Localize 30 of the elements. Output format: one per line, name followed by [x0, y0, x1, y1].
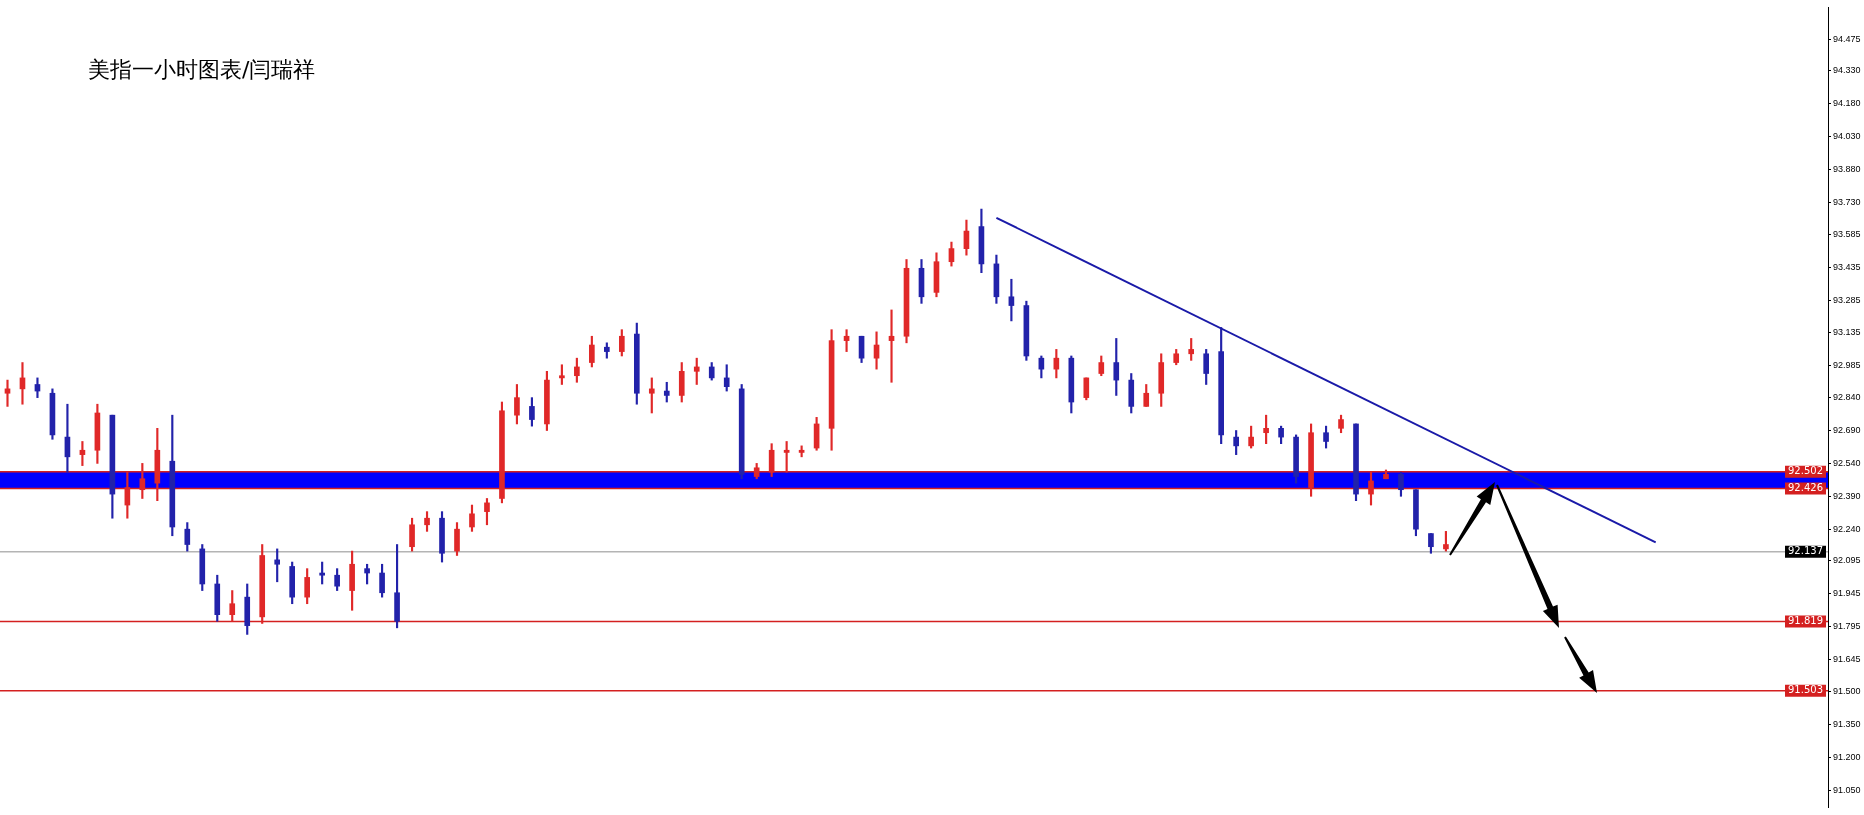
- y-tick-label: 93.135: [1833, 327, 1861, 338]
- y-tick-label: 93.285: [1833, 294, 1861, 305]
- y-tick-label: 92.390: [1833, 490, 1861, 501]
- y-tick-label: 93.880: [1833, 164, 1861, 175]
- y-tick-label: 92.095: [1833, 555, 1861, 566]
- y-tick-label: 91.050: [1833, 784, 1861, 795]
- y-tick-label: 91.500: [1833, 685, 1861, 696]
- y-tick-label: 92.985: [1833, 360, 1861, 371]
- y-tick-label: 94.180: [1833, 98, 1861, 109]
- y-tick-label: 91.350: [1833, 718, 1861, 729]
- y-tick-label: 91.795: [1833, 621, 1861, 632]
- y-tick-label: 91.200: [1833, 751, 1861, 762]
- ref-line-label: 91.503: [1788, 684, 1823, 696]
- text: 美指一小时图表/闫瑞祥: [88, 56, 316, 84]
- y-tick-label: 94.330: [1833, 65, 1861, 76]
- y-tick-label: 92.840: [1833, 392, 1861, 403]
- y-tick-label: 93.585: [1833, 228, 1861, 239]
- ref-line-label: 92.426: [1788, 481, 1823, 493]
- y-tick-label: 91.645: [1833, 654, 1861, 665]
- y-tick-label: 92.690: [1833, 425, 1861, 435]
- y-tick-label: 91.945: [1833, 588, 1861, 599]
- y-tick-label: 92.240: [1833, 523, 1861, 534]
- y-tick-label: 93.435: [1833, 261, 1861, 272]
- ref-line-label: 91.819: [1788, 615, 1823, 627]
- y-tick-label: 94.030: [1833, 131, 1861, 142]
- ref-line-label: 92.137: [1788, 545, 1823, 557]
- y-tick-label: 94.475: [1833, 33, 1861, 44]
- ref-line-label: 92.502: [1788, 465, 1823, 477]
- y-tick-label: 92.540: [1833, 457, 1861, 468]
- y-tick-label: 93.730: [1833, 197, 1861, 207]
